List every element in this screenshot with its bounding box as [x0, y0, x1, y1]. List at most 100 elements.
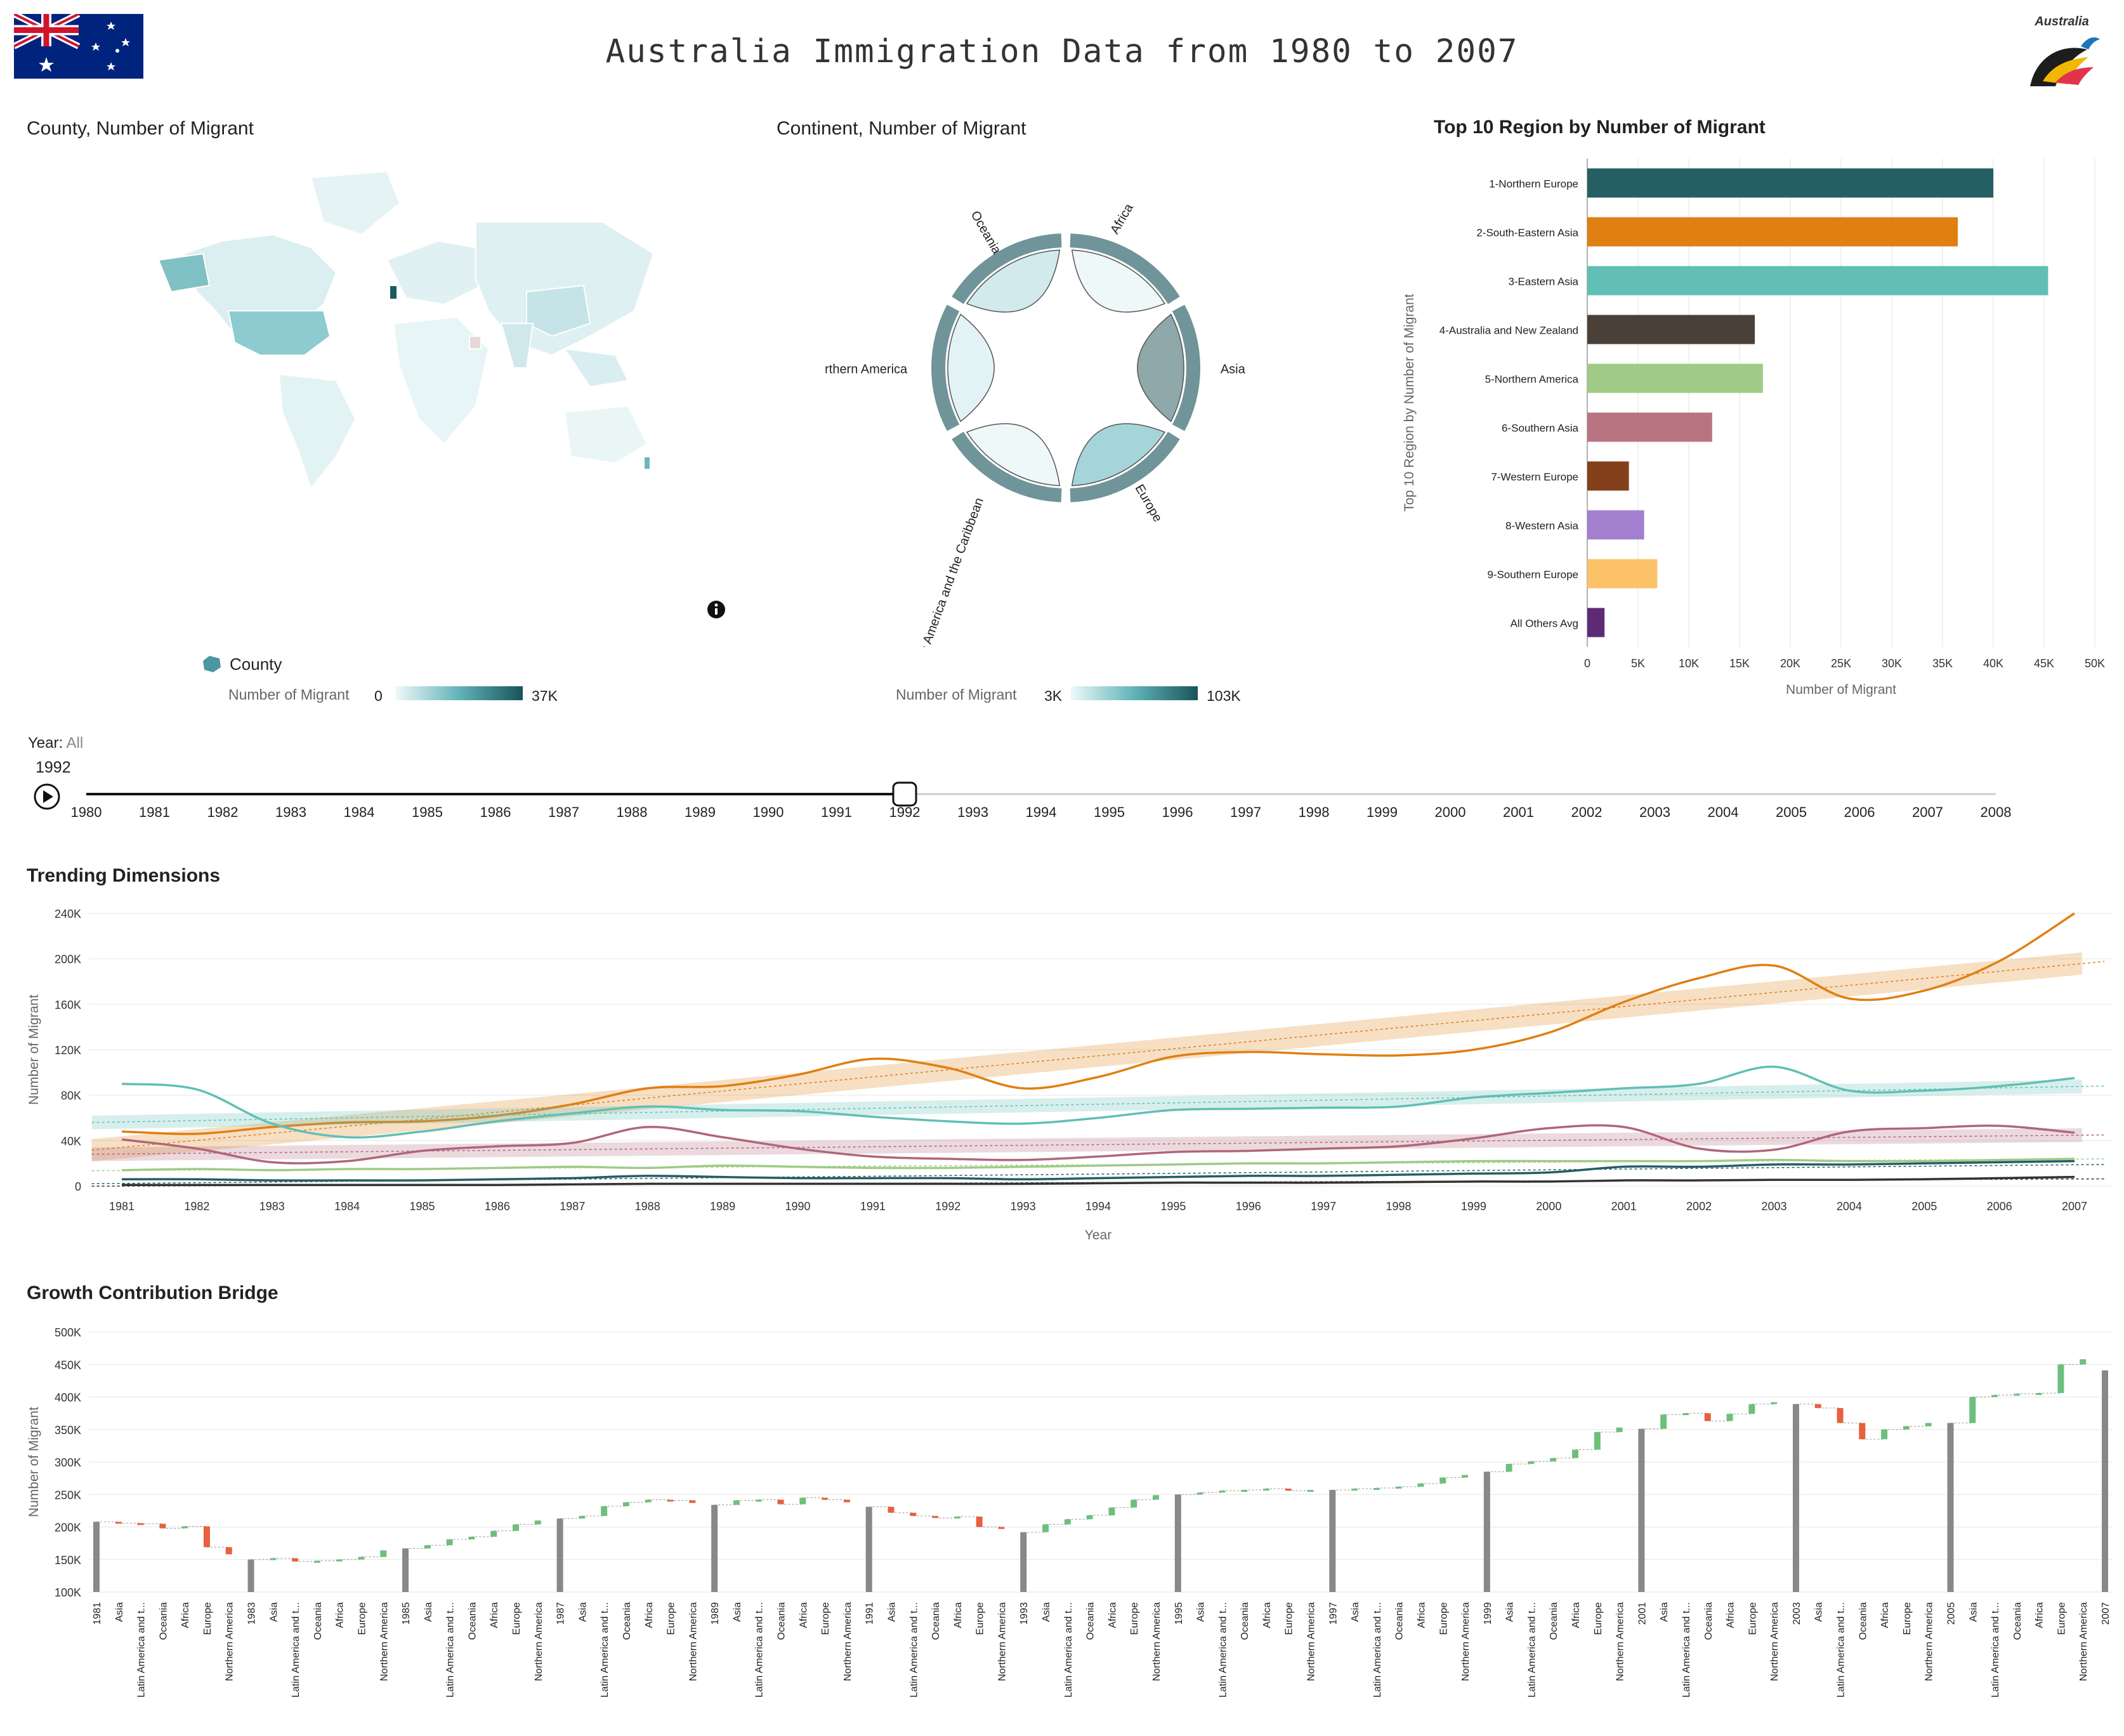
- bridge-delta-bar: [1771, 1402, 1778, 1404]
- bridge-category-label: Latin America and t...: [1990, 1602, 2001, 1697]
- bridge-category-label: 1987: [556, 1602, 567, 1625]
- bridge-category-label: 1991: [865, 1602, 875, 1625]
- world-map[interactable]: [146, 165, 655, 495]
- line-ytick-label: 0: [75, 1180, 81, 1193]
- bridge-category-label: 1989: [710, 1602, 721, 1625]
- year-filter-value[interactable]: All: [66, 734, 84, 752]
- map-legend-gradient: [396, 686, 523, 700]
- bridge-delta-bar: [2080, 1359, 2087, 1365]
- bridge-delta-bar: [1528, 1461, 1535, 1465]
- slider-year-label: 1990: [753, 804, 784, 820]
- line-xtick-label: 1985: [410, 1200, 435, 1213]
- line-xtick-label: 2001: [1611, 1200, 1637, 1213]
- bridge-delta-bar: [490, 1530, 497, 1537]
- bridge-category-label: Asia: [1505, 1602, 1516, 1622]
- map-china: [526, 284, 591, 337]
- bridge-delta-bar: [181, 1526, 188, 1529]
- bridge-delta-bar: [1925, 1423, 1932, 1426]
- slider-year-label: 1988: [617, 804, 648, 820]
- bridge-delta-bar: [1373, 1488, 1380, 1490]
- continent-ring-4: [931, 304, 960, 431]
- slider-year-label: 1983: [275, 804, 306, 820]
- continent-legend-gradient: [1071, 686, 1198, 700]
- bridge-delta-bar: [1726, 1414, 1733, 1421]
- bar-category-label: 7-Western Europe: [1491, 471, 1578, 483]
- bridge-delta-bar: [2013, 1393, 2020, 1396]
- bridge-delta-bar: [733, 1500, 740, 1505]
- continent-radial-chart[interactable]: Africa Asia Europe Latin America and the Ca…: [809, 140, 1307, 674]
- slider-year-label: 1997: [1230, 804, 1261, 820]
- bar-xtick-label: 45K: [2034, 657, 2054, 670]
- bridge-category-label: Oceania: [931, 1602, 941, 1640]
- bridge-delta-bar: [1064, 1519, 1071, 1525]
- line-ytick-label: 240K: [55, 908, 81, 920]
- bridge-category-label: 1983: [247, 1602, 258, 1625]
- bridge-ytick-label: 150K: [55, 1554, 81, 1567]
- bridge-category-label: Africa: [953, 1602, 964, 1628]
- bridge-category-label: Latin America and t...: [1372, 1602, 1383, 1697]
- trending-line-chart[interactable]: 0 40K 80K 120K 160K 200K 240K 1981 1982 1983 1984 1…: [0, 894, 2124, 1250]
- bridge-delta-bar: [1196, 1492, 1203, 1495]
- map-alaska: [157, 252, 211, 293]
- line-ytick-label: 200K: [55, 953, 81, 966]
- bridge-total-bar: [556, 1518, 563, 1592]
- bridge-ytick-label: 200K: [55, 1522, 81, 1534]
- bridge-category-label: Oceania: [313, 1602, 324, 1640]
- bridge-category-label: Asia: [577, 1602, 588, 1622]
- line-xtick-label: 2000: [1536, 1200, 1561, 1213]
- continent-petal-0: [1071, 249, 1166, 313]
- county-shape-icon: [200, 655, 223, 674]
- bridge-delta-bar: [1131, 1499, 1137, 1508]
- bridge-delta-bar: [1837, 1407, 1844, 1423]
- line-xtick-label: 1993: [1011, 1200, 1036, 1213]
- bridge-ytick-label: 100K: [55, 1586, 81, 1599]
- bridge-category-label: 1981: [92, 1602, 103, 1625]
- bridge-delta-bar: [622, 1502, 629, 1506]
- line-xtick-label: 2006: [1987, 1200, 2012, 1213]
- slider-year-label: 1991: [821, 804, 852, 820]
- bridge-category-label: Latin America and t...: [908, 1602, 919, 1697]
- line-xtick-label: 2007: [2062, 1200, 2087, 1213]
- bridge-category-label: Africa: [798, 1602, 809, 1628]
- slider-year-label: 2001: [1503, 804, 1534, 820]
- bar-xtick-label: 10K: [1679, 657, 1699, 670]
- bridge-delta-bar: [1550, 1458, 1557, 1461]
- growth-bridge-chart[interactable]: 100K 150K 200K 250K 300K 350K 400K 450K 500K 1981…: [0, 1313, 2124, 1733]
- bridge-category-label: Asia: [1196, 1602, 1207, 1622]
- bridge-total-bar: [93, 1522, 100, 1592]
- line-xtick-label: 1996: [1236, 1200, 1261, 1213]
- australian-flag-image: [12, 11, 143, 79]
- bridge-category-label: Africa: [1416, 1602, 1427, 1628]
- line-ytick-label: 40K: [61, 1135, 81, 1147]
- bridge-delta-bar: [1881, 1429, 1888, 1440]
- bridge-category-label: Latin America and t...: [291, 1602, 301, 1697]
- bridge-ytick-label: 250K: [55, 1489, 81, 1501]
- continent-petal-5: [966, 249, 1061, 313]
- bar-xtick-label: 25K: [1831, 657, 1851, 670]
- bar-1: [1587, 168, 1993, 198]
- continent-legend-min: 3K: [1044, 688, 1063, 704]
- bridge-delta-bar: [1219, 1491, 1226, 1493]
- bridge-total-bar: [711, 1504, 718, 1592]
- line-y-axis-title: Number of Migrant: [27, 995, 41, 1105]
- bridge-category-label: Northern America: [1769, 1602, 1780, 1681]
- bridge-category-label: 2003: [1792, 1602, 1802, 1625]
- continent-ring-1: [1172, 304, 1200, 431]
- bridge-ytick-label: 350K: [55, 1424, 81, 1437]
- info-icon[interactable]: [707, 600, 726, 619]
- bridge-category-label: Northern America: [1460, 1602, 1471, 1681]
- continent-petal-2: [1071, 423, 1166, 486]
- bar-xtick-label: 5K: [1631, 657, 1645, 670]
- bridge-category-label: Africa: [1880, 1602, 1891, 1628]
- bridge-delta-bar: [1903, 1426, 1910, 1430]
- year-slider[interactable]: 1980 1981 1982 1983 1984 1985 1986 1987 1988 1989…: [0, 774, 2124, 825]
- top10-bar-chart[interactable]: 0 5K 10K 15K 20K 25K 30K 35K 40K 45K 50K 1-Northern…: [1396, 108, 2113, 704]
- continent-label-0: Africa: [1108, 201, 1136, 237]
- bridge-delta-bar: [336, 1559, 343, 1562]
- bridge-delta-bar: [1859, 1423, 1866, 1440]
- continent-petal-1: [1137, 313, 1184, 422]
- bridge-total-bar: [2102, 1370, 2108, 1592]
- bridge-category-label: Northern America: [225, 1602, 235, 1681]
- bridge-delta-bar: [1572, 1449, 1579, 1458]
- bridge-category-label: Asia: [268, 1602, 279, 1622]
